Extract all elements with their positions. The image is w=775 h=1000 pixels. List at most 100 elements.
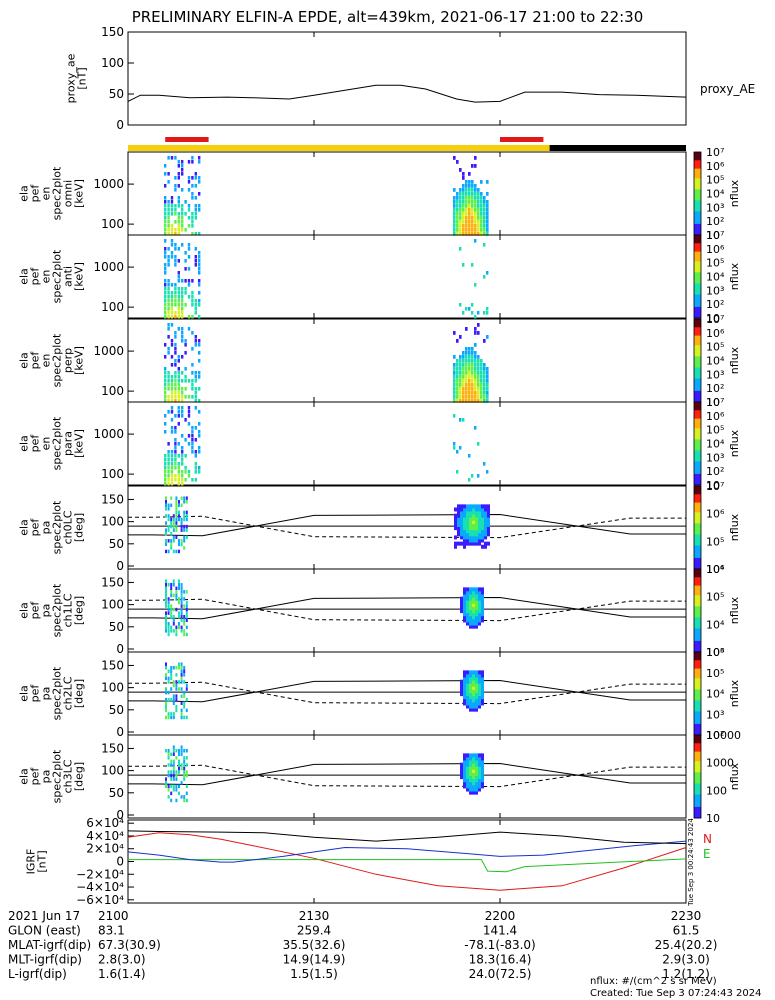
ch3LC-pixel-101	[466, 753, 469, 758]
ch1LC-pixel-92	[460, 599, 463, 604]
ch0LC-colorbar-cell-6	[694, 494, 701, 497]
omni-pixel-190	[471, 164, 474, 168]
ch3LC-colorbar-cell-50	[694, 804, 701, 807]
perp-colorbar-cell-10	[694, 332, 701, 335]
omni-pixel-113	[453, 204, 456, 208]
perp-pixel-257	[486, 371, 489, 375]
ch3LC-pixel-4	[167, 795, 170, 799]
para-colorbar-cell-47	[694, 467, 701, 469]
omni-pixel-78	[187, 208, 191, 212]
para-pixel-49	[177, 406, 180, 410]
ch2LC-pixel-55	[180, 673, 183, 677]
omni-pixel-115	[453, 212, 456, 216]
ch2LC-pixel-88	[463, 670, 466, 675]
ch1LC-pixel-141	[472, 590, 475, 595]
para-pixel-37	[174, 426, 177, 430]
ch3LC-pixel-57	[183, 795, 186, 799]
para-pixel-113	[453, 414, 456, 418]
omni-colorbar-cell-41	[694, 208, 701, 211]
anti-pixel-89	[187, 267, 191, 271]
ch0LC-pixel-18	[167, 503, 170, 508]
ch3LC-pixel-88	[463, 756, 466, 761]
ch2LC-pixel-7	[165, 676, 167, 681]
para-colorbar-cell-35	[694, 450, 701, 453]
omni-colorbar-label-3: 10⁴	[706, 188, 725, 201]
ch1LC-colorbar-cell-51	[694, 639, 701, 642]
anti-pixel-71	[181, 287, 184, 291]
anti-pixel-38	[170, 299, 174, 303]
ch0LC-pixel-120	[463, 526, 466, 531]
perp-pixel-150	[462, 363, 465, 367]
ch0LC-pixel-152	[469, 507, 472, 512]
perp-pixel-124	[456, 363, 459, 367]
ch0LC-pixel-81	[185, 496, 188, 500]
perp-pixel-184	[468, 383, 471, 387]
ch0LC-pixel-48	[178, 549, 180, 554]
anti-pixel-98	[191, 303, 194, 307]
ch3LC-pixel-1	[165, 780, 167, 785]
ch0LC-colorbar-cell-29	[694, 526, 701, 528]
ch0LC-ylabel-line-3: spec2plot	[51, 500, 64, 554]
ch3LC-pixel-66	[185, 798, 188, 803]
omni-pixel-209	[474, 192, 477, 196]
perp-colorbar-cell-14	[694, 338, 701, 341]
perp-pixel-235	[480, 367, 483, 371]
ch2LC-pixel-29	[172, 697, 175, 702]
igrf-legend-N: N	[703, 832, 712, 846]
ch2LC-pixel-70	[185, 697, 188, 702]
para-pixel-79	[184, 478, 187, 482]
para-pixel-3	[164, 454, 167, 458]
anti-colorbar-cell-52	[694, 306, 701, 309]
anti-colorbar-cell-31	[694, 277, 701, 280]
perp-pixel-155	[462, 383, 465, 387]
ch2LC-pixel-30	[172, 694, 175, 698]
ch2LC-pixel-78	[463, 701, 466, 706]
ch1LC-pixel-123	[469, 606, 472, 611]
ch2LC-pixel-3	[165, 701, 167, 705]
omni-pixel-262	[486, 224, 489, 228]
ch0LC-pixel-143	[469, 535, 472, 540]
omni-pixel-245	[483, 200, 486, 204]
anti-pixel-32	[170, 243, 174, 247]
ch1LC-pixel-137	[472, 602, 475, 607]
ch2LC-pixel-76	[460, 682, 463, 687]
omni-colorbar-cell-36	[694, 201, 701, 204]
ch2LC-colorbar-cell-32	[694, 696, 701, 699]
ch3LC-pixel-44	[178, 766, 180, 771]
anti-pixel-121	[459, 303, 462, 307]
ch0LC-pixel-126	[463, 507, 466, 512]
ch2LC-pixel-21	[170, 687, 173, 691]
ch1LC-ylabel-line-1: pef	[29, 601, 42, 620]
omni-pixel-9	[164, 220, 167, 224]
ch0LC-pixel-171	[475, 529, 478, 534]
ch3LC-pixel-104	[469, 784, 472, 789]
anti-pixel-48	[174, 283, 177, 287]
perp-colorbar-cell-31	[694, 361, 701, 364]
ch1LC-pixel-94	[463, 618, 466, 623]
para-colorbar-cell-2	[694, 404, 701, 407]
ch2LC-pixel-150	[478, 673, 481, 678]
footer-row-4-value-3: 1.2(1.2)	[662, 967, 710, 981]
ch0LC-colorbar-cell-23	[694, 517, 701, 520]
ch3LC-pixel-45	[178, 763, 180, 767]
ch1LC-pixel-95	[463, 615, 466, 620]
ch2LC-colorbar-cell-26	[694, 687, 701, 690]
perp-pixel-186	[468, 391, 471, 395]
omni-colorbar-cell-7	[694, 161, 701, 164]
para-ylabel-line-1: pef	[29, 434, 42, 453]
para-colorbar-cell-43	[694, 461, 701, 464]
ch0LC-pixel-108	[460, 519, 463, 524]
ch3LC-pixel-33	[175, 798, 178, 803]
omni-ylabel-line-5: [keV]	[73, 179, 86, 208]
ch3LC-pixel-103	[469, 787, 472, 792]
perp-colorbar-cell-52	[694, 390, 701, 393]
perp-pixel-249	[483, 379, 486, 383]
omni-pixel-127	[456, 212, 459, 216]
ch1LC-pixel-11	[165, 586, 167, 591]
omni-pixel-86	[191, 196, 194, 200]
omni-pixel-93	[194, 176, 197, 180]
para-colorbar-cell-58	[694, 482, 701, 485]
para-pixel-35	[170, 482, 174, 486]
ch1LC-pixel-67	[180, 597, 183, 601]
anti-colorbar-cell-11	[694, 250, 701, 253]
